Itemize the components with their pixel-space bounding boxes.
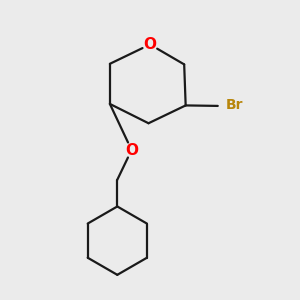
Text: O: O [125,142,138,158]
Text: Br: Br [226,98,243,112]
Text: O: O [143,37,157,52]
